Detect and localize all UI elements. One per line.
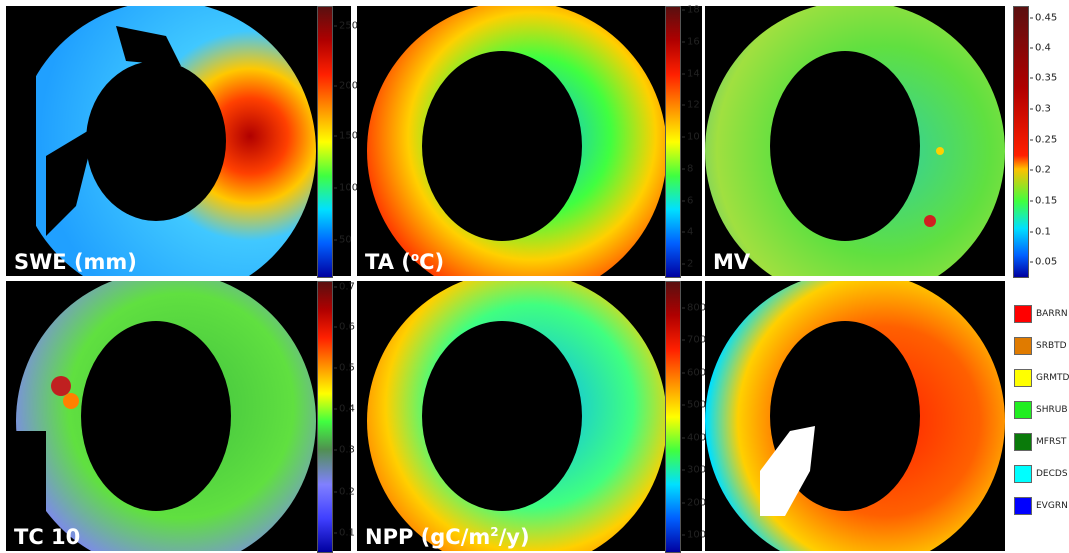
swe-label: SWE (mm) [14, 250, 137, 274]
tc10-map [6, 281, 316, 551]
mv-map-panel: MV [705, 6, 1005, 276]
legend-swatch [1014, 433, 1032, 451]
legend-item-decds: DECDS [1014, 465, 1069, 485]
swe-colorbar-ticks: 250 200 150 100 50 [334, 6, 368, 278]
swe-colorbar [317, 6, 333, 278]
landcover-map-panel [705, 281, 1005, 551]
ta-tick: 2 [682, 259, 693, 270]
legend-swatch [1014, 337, 1032, 355]
legend-label: BARRN [1036, 309, 1068, 319]
npp-label: NPP (gC/m2/y) [365, 525, 530, 549]
tc10-tick: 0.3 [334, 445, 355, 456]
ta-colorbar-ticks: 18 16 14 12 10 8 6 4 2 [682, 5, 716, 278]
mv-tick: 0.25 [1030, 135, 1057, 146]
npp-map-panel: NPP (gC/m2/y) [357, 281, 702, 551]
mv-tick: 0.45 [1030, 13, 1057, 24]
tc10-tick: 0.5 [334, 363, 355, 374]
mv-colorbar-ticks: 0.45 0.4 0.35 0.3 0.25 0.2 0.15 0.1 0.05 [1030, 6, 1064, 278]
npp-tick: 400 [682, 433, 706, 444]
swe-tick: 150 [334, 131, 358, 142]
legend-swatch [1014, 401, 1032, 419]
mv-map [705, 6, 1005, 276]
ta-colorbar [665, 6, 681, 278]
tc10-tick: 0.7 [334, 282, 355, 293]
npp-tick: 600 [682, 368, 706, 379]
tc10-map-panel: TC 10 [6, 281, 351, 551]
ta-label: TA (oC) [365, 250, 445, 274]
npp-tick: 700 [682, 335, 706, 346]
landcover-map [705, 281, 1005, 551]
npp-colorbar [665, 281, 681, 553]
npp-tick: 500 [682, 400, 706, 411]
legend-item-evgrn: EVGRN [1014, 497, 1069, 517]
tc10-colorbar [317, 281, 333, 553]
mv-tick: 0.1 [1030, 227, 1051, 238]
tc10-tick: 0.4 [334, 404, 355, 415]
legend-item-grmtd: GRMTD [1014, 369, 1069, 389]
legend-label: SRBTD [1036, 341, 1067, 351]
ta-tick: 18 [682, 5, 700, 16]
npp-tick: 200 [682, 498, 706, 509]
legend-label: GRMTD [1036, 373, 1069, 383]
mv-tick: 0.4 [1030, 43, 1051, 54]
mv-tick: 0.2 [1030, 165, 1051, 176]
legend-swatch [1014, 305, 1032, 323]
ta-tick: 6 [682, 196, 693, 207]
ta-tick: 14 [682, 69, 700, 80]
swe-map-panel: SWE (mm) [6, 6, 351, 276]
swe-tick: 100 [334, 183, 358, 194]
tc10-label: TC 10 [14, 525, 81, 549]
legend-label: MFRST [1036, 437, 1067, 447]
legend-item-barrn: BARRN [1014, 305, 1069, 325]
ta-map-panel: TA (oC) [357, 6, 702, 276]
ta-tick: 12 [682, 100, 700, 111]
mv-tick: 0.35 [1030, 73, 1057, 84]
ta-tick: 8 [682, 164, 693, 175]
legend-swatch [1014, 369, 1032, 387]
legend-label: DECDS [1036, 469, 1068, 479]
swe-tick: 50 [334, 235, 352, 246]
swe-tick: 250 [334, 21, 358, 32]
legend-item-shrub: SHRUB [1014, 401, 1069, 421]
mv-label: MV [713, 250, 751, 274]
ta-tick: 16 [682, 37, 700, 48]
legend-item-mfrst: MFRST [1014, 433, 1069, 453]
legend-label: EVGRN [1036, 501, 1068, 511]
ta-map [357, 6, 667, 276]
swe-tick: 200 [334, 81, 358, 92]
tc10-tick: 0.1 [334, 528, 355, 539]
npp-tick: 800 [682, 303, 706, 314]
legend-item-srbtd: SRBTD [1014, 337, 1069, 357]
npp-map [357, 281, 667, 551]
legend-label: SHRUB [1036, 405, 1068, 415]
mv-colorbar [1013, 6, 1029, 278]
tc10-tick: 0.2 [334, 487, 355, 498]
tc10-tick: 0.6 [334, 322, 355, 333]
legend-swatch [1014, 497, 1032, 515]
mv-tick: 0.05 [1030, 257, 1057, 268]
tc10-colorbar-ticks: 0.7 0.6 0.5 0.4 0.3 0.2 0.1 [334, 281, 368, 553]
npp-colorbar-ticks: 800 700 600 500 400 300 200 100 [682, 281, 716, 553]
npp-tick: 300 [682, 465, 706, 476]
ta-tick: 4 [682, 227, 693, 238]
legend-swatch [1014, 465, 1032, 483]
mv-tick: 0.15 [1030, 196, 1057, 207]
mv-tick: 0.3 [1030, 104, 1051, 115]
swe-map [6, 6, 316, 276]
ta-tick: 10 [682, 132, 700, 143]
npp-tick: 100 [682, 530, 706, 541]
